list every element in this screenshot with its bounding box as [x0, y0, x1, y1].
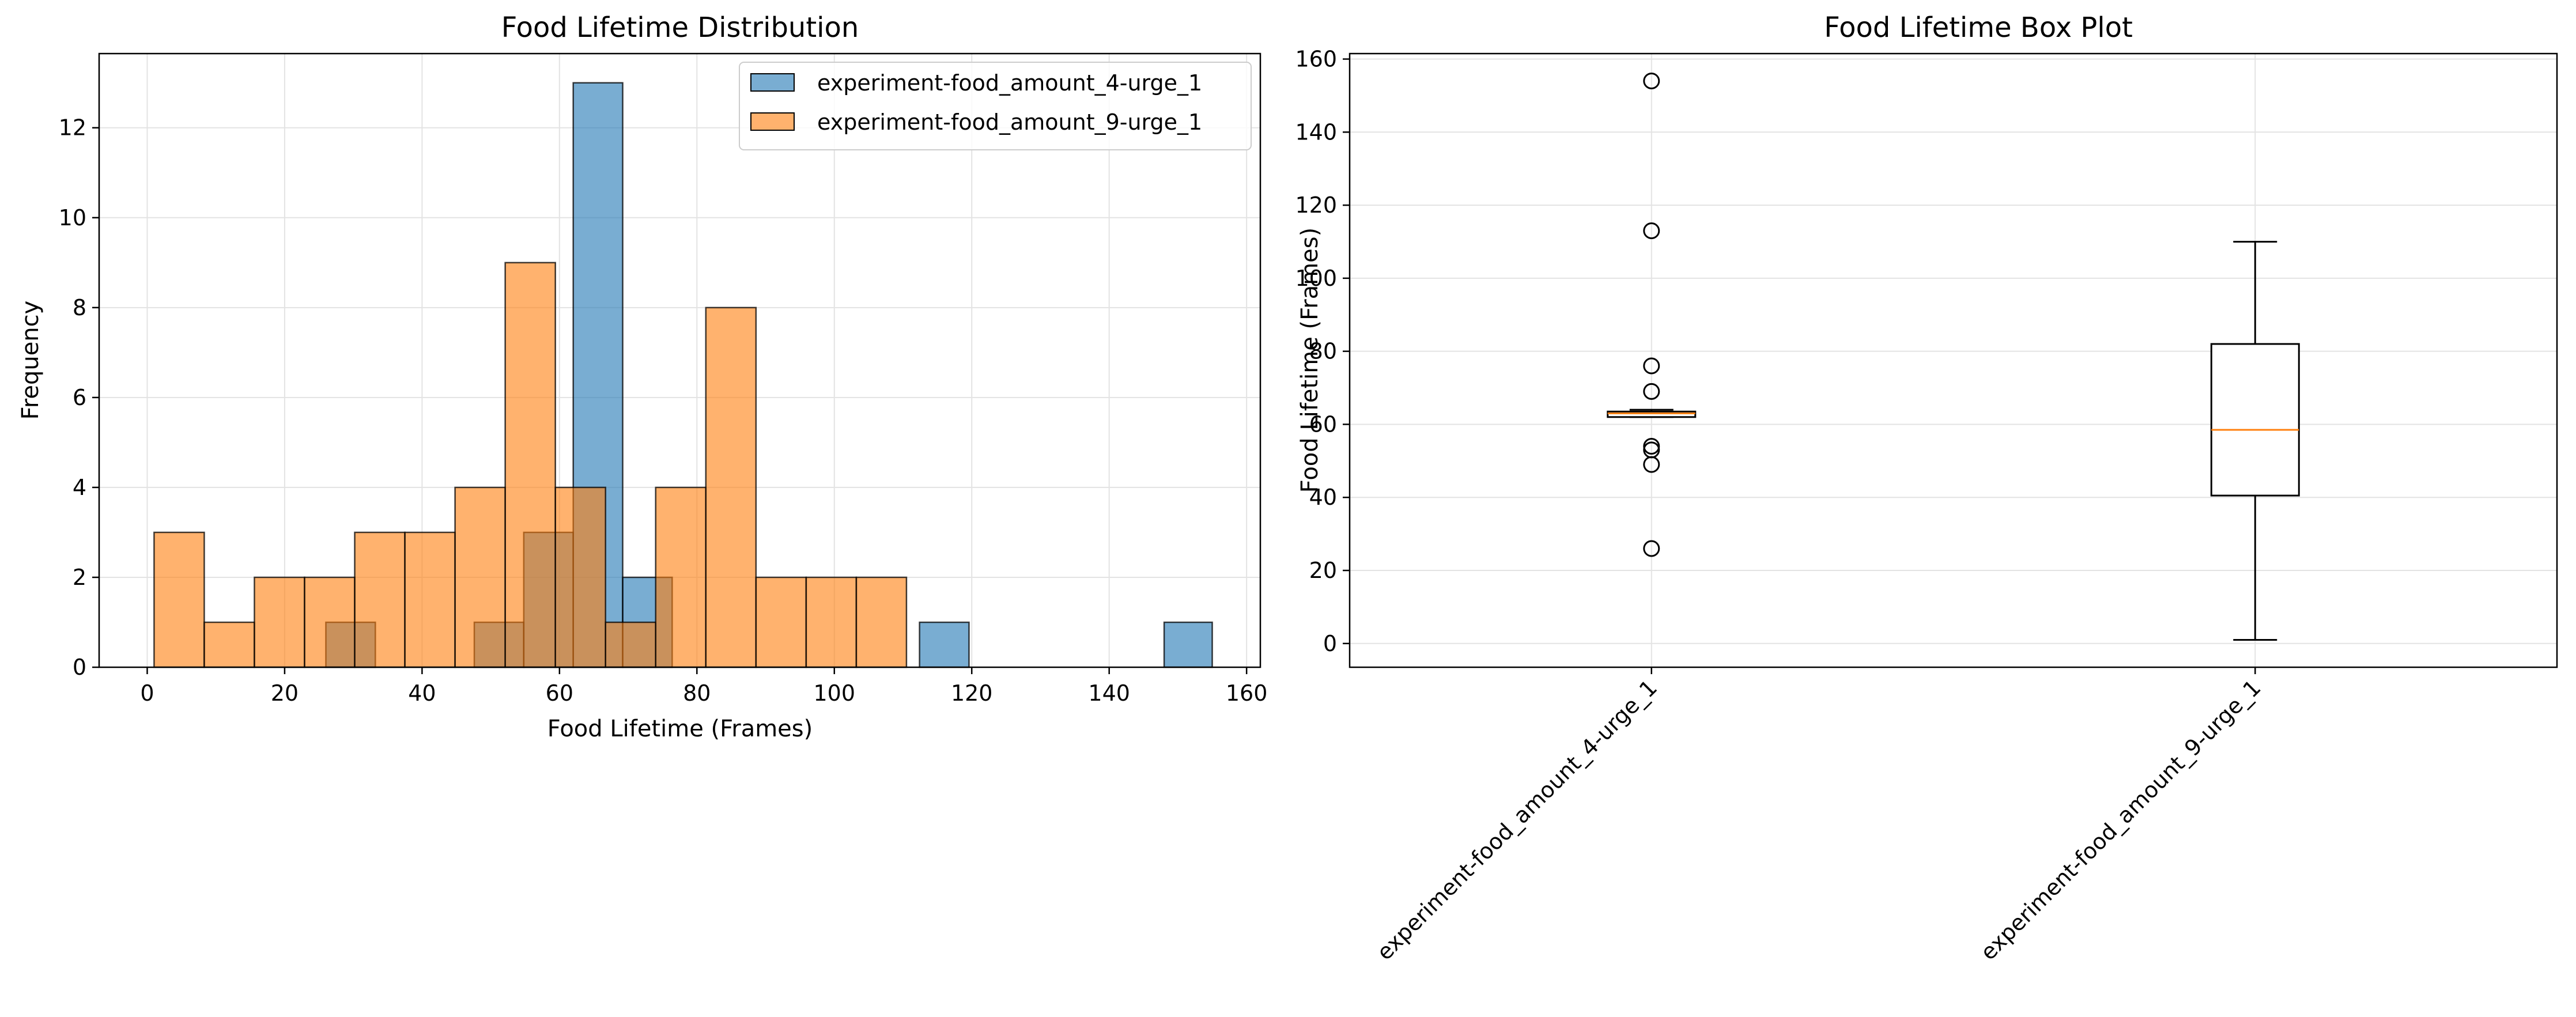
boxplot-y-tick-label: 160: [1295, 47, 1337, 72]
histogram-y-ticks: 0 2 4 6 8 10 12: [59, 115, 99, 680]
boxplot-y-tick-label: 100: [1295, 266, 1337, 291]
histogram-y-tick-label: 0: [73, 655, 86, 680]
histogram-series-b-bars: [153, 262, 908, 668]
boxplot-box: [2210, 343, 2300, 497]
histogram-y-tick-label: 12: [59, 115, 86, 141]
boxplot-y-tick-label: 140: [1295, 119, 1337, 145]
legend-swatch-series-a: [750, 73, 795, 92]
histogram-panel: Food Lifetime Distribution 0 20 40 60 80 100 1…: [17, 12, 1267, 742]
histogram-y-tick-label: 8: [73, 295, 86, 320]
histogram-x-tick-label: 60: [546, 680, 573, 706]
histogram-bar-series-b: [404, 531, 456, 668]
histogram-bar-series-a: [919, 621, 970, 668]
legend-label-series-a: experiment-food_amount_4-urge_1: [817, 70, 1202, 96]
boxplot-outlier-point: [1643, 383, 1660, 400]
histogram-y-tick-label: 10: [59, 205, 86, 230]
histogram-y-tick-label: 2: [73, 565, 86, 590]
histogram-bar-series-b: [655, 486, 707, 668]
histogram-bar-series-b: [504, 262, 556, 668]
boxplot-plot-frame: [1349, 52, 2558, 668]
boxplot-outlier-point: [1643, 73, 1660, 90]
boxplot-outlier-point: [1643, 456, 1660, 473]
histogram-bar-series-b: [354, 531, 406, 668]
boxplot-y-tick-label: 60: [1309, 411, 1337, 437]
legend-label-series-b: experiment-food_amount_9-urge_1: [817, 109, 1202, 135]
histogram-x-tick-label: 80: [683, 680, 711, 706]
boxplot-outlier-point: [1643, 357, 1660, 375]
histogram-plot-frame: [98, 52, 1261, 668]
histogram-bar-series-b: [805, 576, 858, 668]
histogram-x-tick-label: 160: [1226, 680, 1268, 706]
boxplot-title: Food Lifetime Box Plot: [1824, 12, 2133, 44]
boxplot-y-ticks: 0 20 40 60 80 100 120 140 160: [1295, 47, 1350, 656]
boxplot-y-tick-label: 80: [1309, 339, 1337, 364]
histogram-y-tick-label: 6: [73, 385, 86, 410]
histogram-bar-series-b: [705, 307, 757, 668]
histogram-bar-series-b: [254, 576, 305, 668]
boxplot-y-tick-label: 40: [1309, 485, 1337, 510]
histogram-x-tick-label: 100: [814, 680, 856, 706]
histogram-bar-series-b: [605, 621, 657, 668]
histogram-bar-series-b: [153, 531, 205, 668]
boxplot-y-tick-label: 0: [1323, 631, 1337, 656]
histogram-bar-series-b: [304, 576, 356, 668]
histogram-x-tick-label: 140: [1088, 680, 1130, 706]
histogram-bar-series-b: [203, 621, 255, 668]
histogram-x-tick-label: 20: [271, 680, 299, 706]
histogram-bar-series-b: [454, 486, 506, 668]
histogram-x-tick-label: 0: [140, 680, 154, 706]
boxplot-outlier-point: [1643, 222, 1660, 239]
histogram-bar-series-b: [554, 486, 606, 668]
legend-frame: [739, 62, 1252, 150]
legend-swatch-series-b: [750, 112, 795, 131]
histogram-legend: experiment-food_amount_4-urge_1 experime…: [739, 62, 1252, 150]
boxplot-marks: [1607, 73, 2300, 641]
histogram-x-ticks: 0 20 40 60 80 100 120 140 160: [140, 667, 1267, 706]
boxplot-box: [1607, 410, 1697, 418]
boxplot-y-axis-label: Food Lifetime (Frames): [1297, 228, 1323, 493]
boxplot-y-tick-label: 120: [1295, 192, 1337, 218]
histogram-y-tick-label: 4: [73, 475, 86, 500]
histogram-x-axis-label: Food Lifetime (Frames): [547, 716, 813, 742]
histogram-bar-series-b: [855, 576, 908, 668]
histogram-bar-series-a: [1163, 621, 1213, 668]
histogram-bar-series-b: [755, 576, 807, 668]
boxplot-outlier-point: [1643, 540, 1660, 557]
boxplot-y-tick-label: 20: [1309, 558, 1337, 583]
histogram-y-axis-label: Frequency: [17, 301, 44, 420]
boxplot-gridlines: [1350, 54, 2557, 667]
histogram-x-tick-label: 40: [408, 680, 436, 706]
histogram-x-tick-label: 120: [951, 680, 993, 706]
histogram-title: Food Lifetime Distribution: [501, 12, 859, 44]
